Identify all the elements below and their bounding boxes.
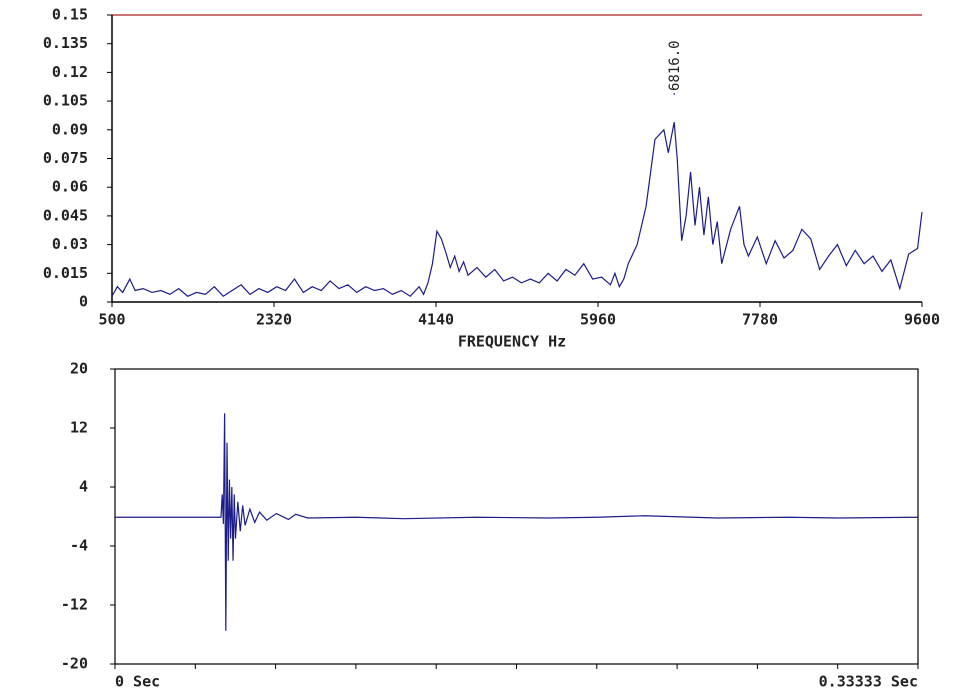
x-tick-label: 2320	[256, 311, 292, 329]
y-tick-label: 0.09	[52, 120, 88, 138]
x-tick-label: 0 Sec	[115, 673, 160, 691]
x-tick-label: 4140	[418, 311, 454, 329]
y-tick-label: 0.12	[52, 63, 88, 81]
data-line	[115, 413, 919, 631]
y-tick-label: 0.015	[43, 264, 88, 282]
y-tick-label: 0.03	[52, 235, 88, 253]
x-tick-label: 7780	[742, 311, 778, 329]
y-tick-label: -20	[61, 655, 88, 673]
y-tick-label: 20	[70, 360, 88, 378]
annotation: 6816.0	[667, 40, 683, 91]
y-tick-label: 0.06	[52, 178, 88, 196]
y-tick-label: -4	[70, 537, 88, 555]
data-line	[111, 122, 923, 298]
x-axis-title: FREQUENCY Hz	[458, 333, 566, 351]
y-tick-label: 0.075	[43, 149, 88, 167]
x-tick-label: 5960	[580, 311, 616, 329]
y-tick-label: -12	[61, 596, 88, 614]
x-tick-label: 9600	[904, 311, 940, 329]
y-tick-label: 0.135	[43, 34, 88, 52]
x-tick-label: 0.33333 Sec	[819, 673, 918, 691]
y-tick-label: 0.045	[43, 206, 88, 224]
y-tick-label: 0.105	[43, 92, 88, 110]
y-tick-label: 0	[79, 293, 88, 311]
x-tick-label: 500	[98, 311, 125, 329]
y-tick-label: 4	[79, 478, 88, 496]
y-tick-label: 0.15	[52, 6, 88, 24]
y-tick-label: 12	[70, 419, 88, 437]
